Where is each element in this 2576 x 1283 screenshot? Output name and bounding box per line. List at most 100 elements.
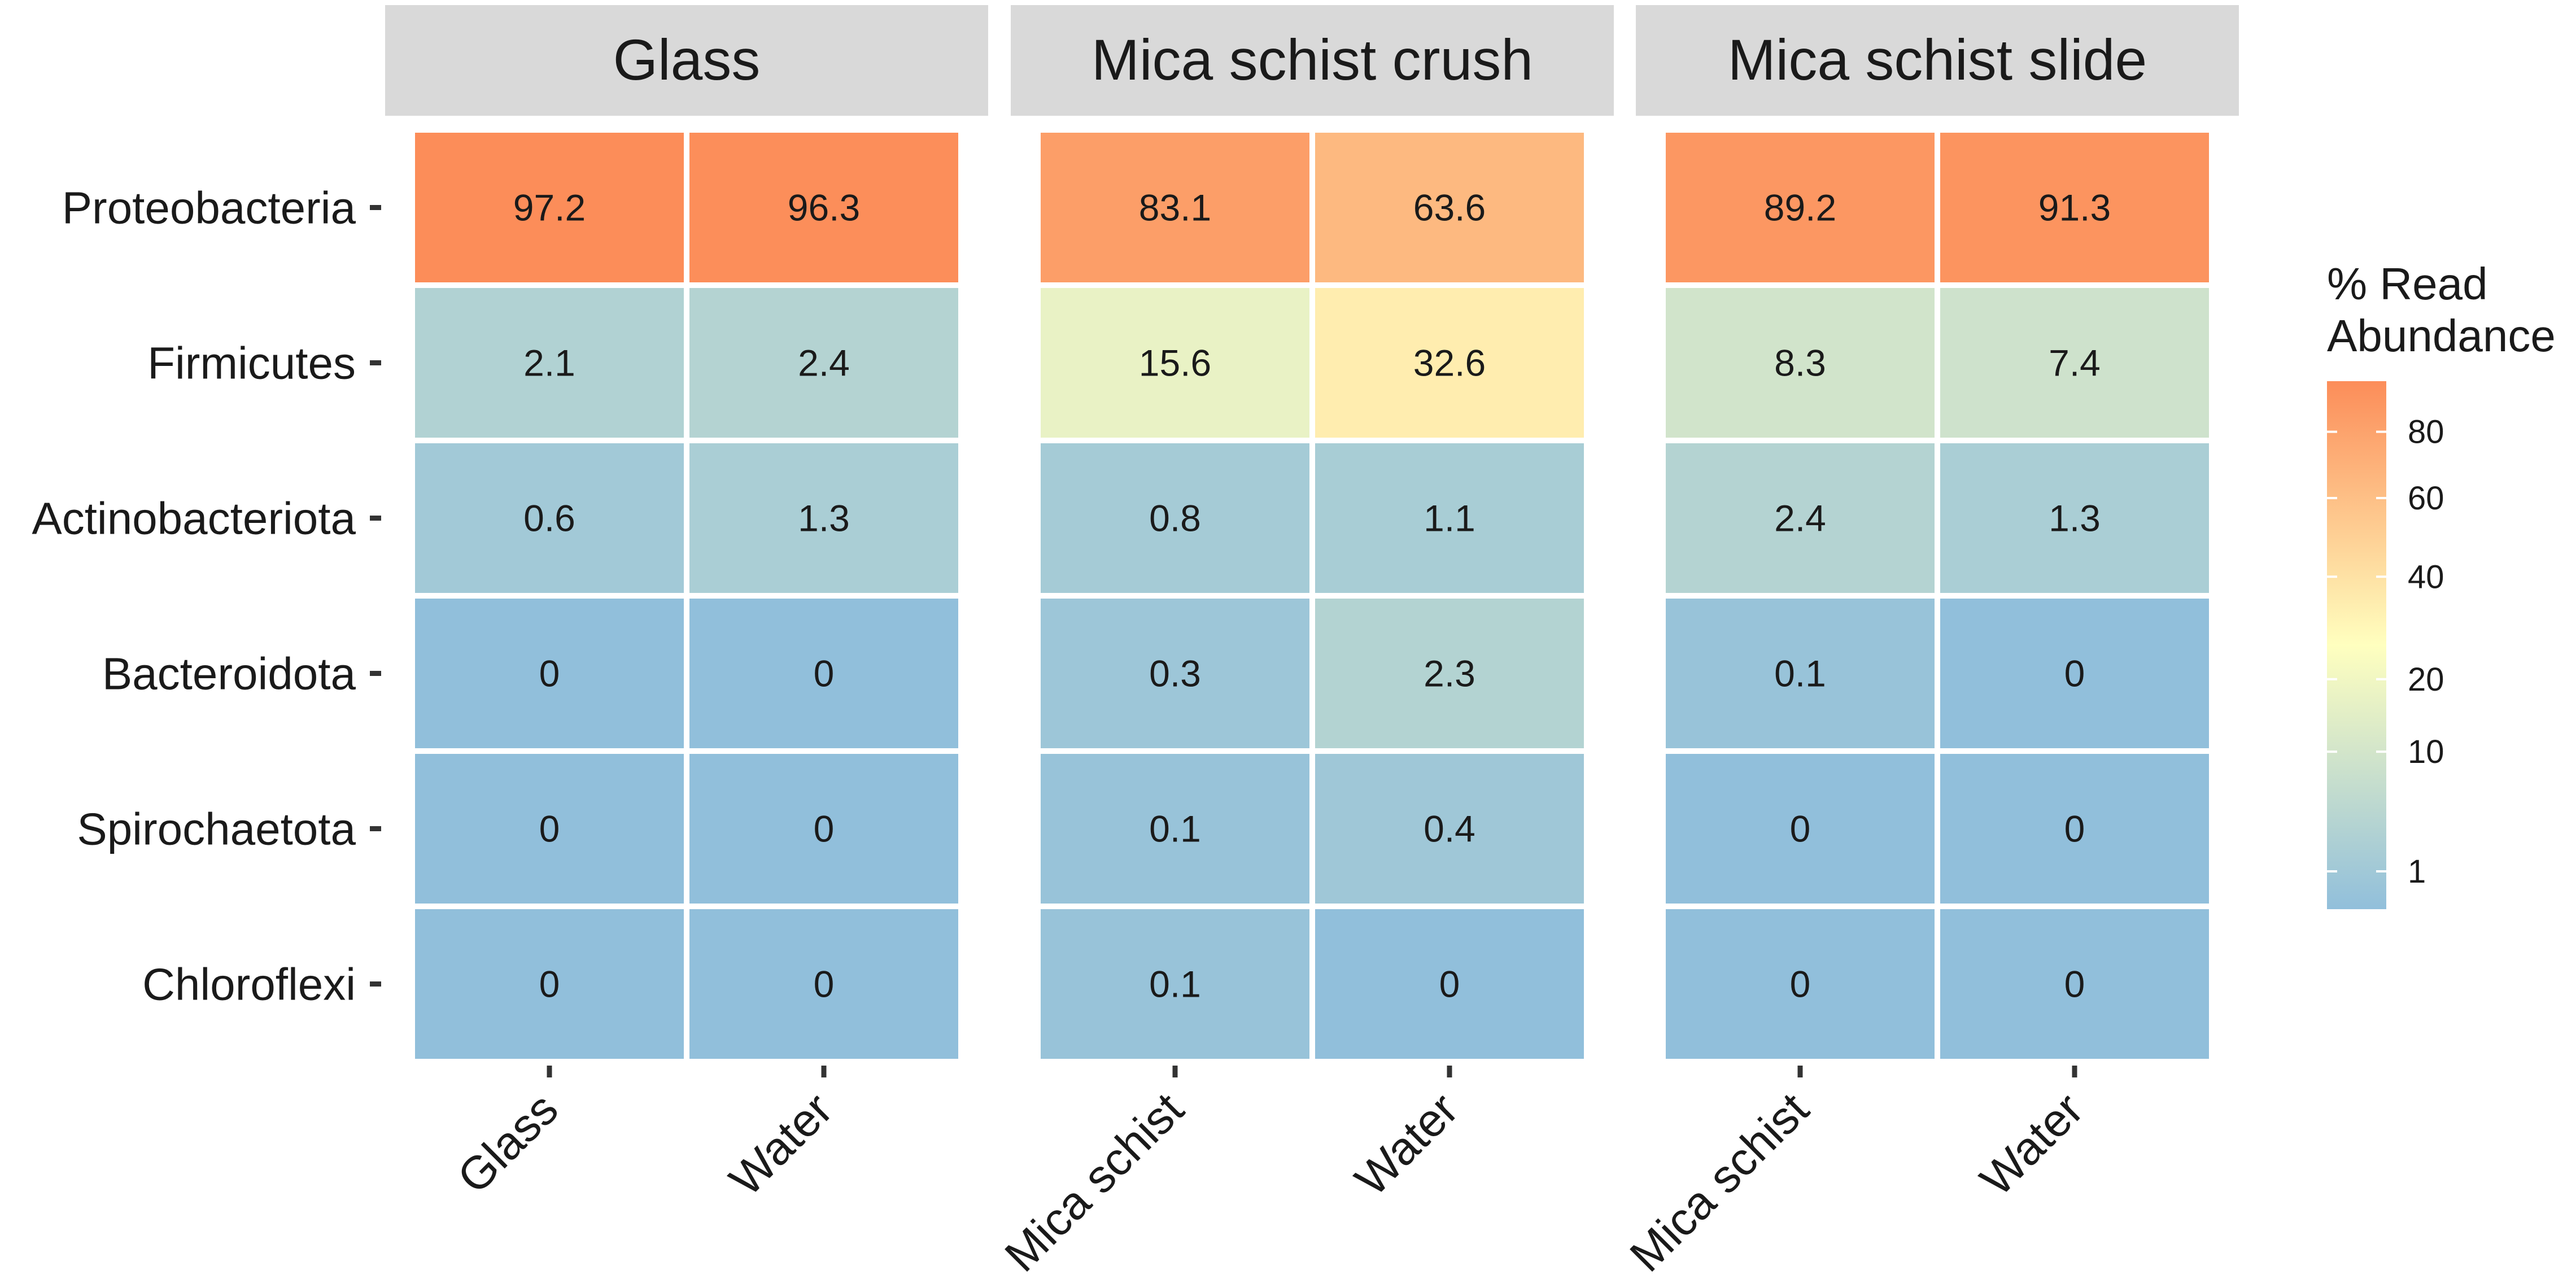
heatmap-cell xyxy=(1940,909,2209,1059)
cell-value-label: 2.1 xyxy=(523,342,575,384)
x-axis-tick-label: Water xyxy=(1971,1083,2093,1206)
x-axis-tick-label: Water xyxy=(720,1083,842,1206)
cell-value-label: 0.3 xyxy=(1149,653,1201,695)
cell-value-label: 0 xyxy=(2064,808,2085,850)
heatmap-cell xyxy=(1666,599,1935,748)
cell-value-label: 0 xyxy=(814,808,835,850)
cell-value-label: 63.6 xyxy=(1413,187,1486,229)
heatmap-cell xyxy=(1315,443,1584,593)
facet-title: Mica schist slide xyxy=(1728,28,2147,92)
color-legend: % Read Abundance 80 60 40 20 10 1 xyxy=(2327,259,2556,909)
cell-value-label: 2.3 xyxy=(1424,653,1475,695)
facet-panel: Mica schist slide 89.2 91.3 8.3 7.4 2.4 1.3 0.1… xyxy=(1621,5,2239,1281)
y-axis-tick-label: Proteobacteria xyxy=(62,183,356,233)
cell-value-label: 89.2 xyxy=(1764,187,1836,229)
heatmap-cell xyxy=(689,288,958,438)
heatmap-cell xyxy=(1666,288,1935,438)
cell-value-label: 7.4 xyxy=(2049,342,2101,384)
cell-value-label: 0.4 xyxy=(1424,808,1475,850)
cell-value-label: 0 xyxy=(539,963,560,1005)
facet-title: Mica schist crush xyxy=(1091,28,1533,92)
cell-value-label: 0 xyxy=(2064,963,2085,1005)
x-axis-tick-label: Water xyxy=(1346,1083,1468,1206)
heatmap-cell xyxy=(1666,754,1935,904)
heatmap-cell xyxy=(689,599,958,748)
cell-value-label: 0 xyxy=(814,963,835,1005)
x-axis-tick-label: Mica schist xyxy=(996,1083,1194,1281)
legend-tick-label: 20 xyxy=(2408,661,2444,698)
y-axis-tick-label: Chloroflexi xyxy=(142,959,356,1010)
facet-strip xyxy=(1636,5,2239,116)
y-axis-tick-label: Bacteroidota xyxy=(102,649,356,699)
row-axis: Proteobacteria Firmicutes Actinobacteriota… xyxy=(32,183,381,1010)
cell-value-label: 0 xyxy=(1790,808,1811,850)
cell-value-label: 0.1 xyxy=(1774,653,1826,695)
legend-tick-label: 10 xyxy=(2408,734,2444,770)
legend-ticks: 80 60 40 20 10 1 xyxy=(2327,414,2444,890)
facet-panels: Glass 97.2 96.3 2.1 2.4 0.6 1.3 0 0 0 0 0 0 Glass Wate… xyxy=(385,5,2239,1281)
cell-value-label: 0 xyxy=(1790,963,1811,1005)
legend-title: Abundance xyxy=(2327,311,2556,361)
heatmap-cell xyxy=(1315,754,1584,904)
heatmap-cell xyxy=(1315,133,1584,282)
heatmap-cell xyxy=(1666,909,1935,1059)
heatmap-cell xyxy=(1940,133,2209,282)
heatmap-cell xyxy=(1315,288,1584,438)
y-axis-tick-label: Actinobacteriota xyxy=(32,494,356,544)
cell-value-label: 0 xyxy=(814,653,835,695)
heatmap-cell xyxy=(689,754,958,904)
cell-value-label: 0 xyxy=(539,653,560,695)
heatmap-cell xyxy=(1041,909,1309,1059)
cell-value-label: 0.8 xyxy=(1149,498,1201,539)
cell-value-label: 1.3 xyxy=(2049,498,2101,539)
x-axis-tick-label: Glass xyxy=(448,1083,568,1203)
heatmap-cell xyxy=(415,909,684,1059)
heatmap-cell xyxy=(689,133,958,282)
facet-strip xyxy=(1011,5,1614,116)
cell-value-label: 91.3 xyxy=(2038,187,2111,229)
y-axis-tick-label: Firmicutes xyxy=(147,338,356,389)
cell-value-label: 0 xyxy=(539,808,560,850)
heatmap-cell xyxy=(415,288,684,438)
cell-value-label: 0 xyxy=(2064,653,2085,695)
heatmap-cell xyxy=(1041,754,1309,904)
cell-value-label: 1.3 xyxy=(798,498,850,539)
legend-tick-label: 1 xyxy=(2408,853,2426,890)
cell-value-label: 0.6 xyxy=(523,498,575,539)
facet-panel: Mica schist crush 83.1 63.6 15.6 32.6 0.8 1.1 0… xyxy=(996,5,1614,1281)
cell-value-label: 8.3 xyxy=(1774,342,1826,384)
legend-tick-label: 80 xyxy=(2408,414,2444,451)
cell-value-label: 0.1 xyxy=(1149,963,1201,1005)
legend-tick-label: 40 xyxy=(2408,558,2444,595)
cell-value-label: 0.1 xyxy=(1149,808,1201,850)
cell-value-label: 96.3 xyxy=(788,187,860,229)
facet-title: Glass xyxy=(613,28,761,92)
cell-value-label: 97.2 xyxy=(513,187,586,229)
legend-colorbar xyxy=(2327,381,2386,909)
heatmap-cell xyxy=(1041,133,1309,282)
legend-tick-label: 60 xyxy=(2408,480,2444,517)
heatmap-cell xyxy=(1315,599,1584,748)
heatmap-cell xyxy=(1666,443,1935,593)
heatmap-cell xyxy=(1041,443,1309,593)
cell-value-label: 83.1 xyxy=(1139,187,1211,229)
facet-strip xyxy=(385,5,988,116)
facet-panel: Glass 97.2 96.3 2.1 2.4 0.6 1.3 0 0 0 0 0 0 Glass Wate… xyxy=(385,5,988,1206)
heatmap-cell xyxy=(1041,288,1309,438)
cell-value-label: 15.6 xyxy=(1139,342,1211,384)
heatmap-cell xyxy=(1940,599,2209,748)
legend-title: % Read xyxy=(2327,259,2488,309)
heatmap-cell xyxy=(1041,599,1309,748)
heatmap-cell xyxy=(1940,443,2209,593)
cell-value-label: 2.4 xyxy=(1774,498,1826,539)
y-axis-tick-label: Spirochaetota xyxy=(77,804,356,854)
heatmap-cell xyxy=(1940,288,2209,438)
heatmap-cell xyxy=(415,599,684,748)
heatmap-cell xyxy=(1666,133,1935,282)
heatmap-cell xyxy=(415,754,684,904)
heatmap-cell xyxy=(415,133,684,282)
heatmap-cell xyxy=(415,443,684,593)
heatmap-cell xyxy=(689,909,958,1059)
x-axis-tick-label: Mica schist xyxy=(1621,1083,1819,1281)
